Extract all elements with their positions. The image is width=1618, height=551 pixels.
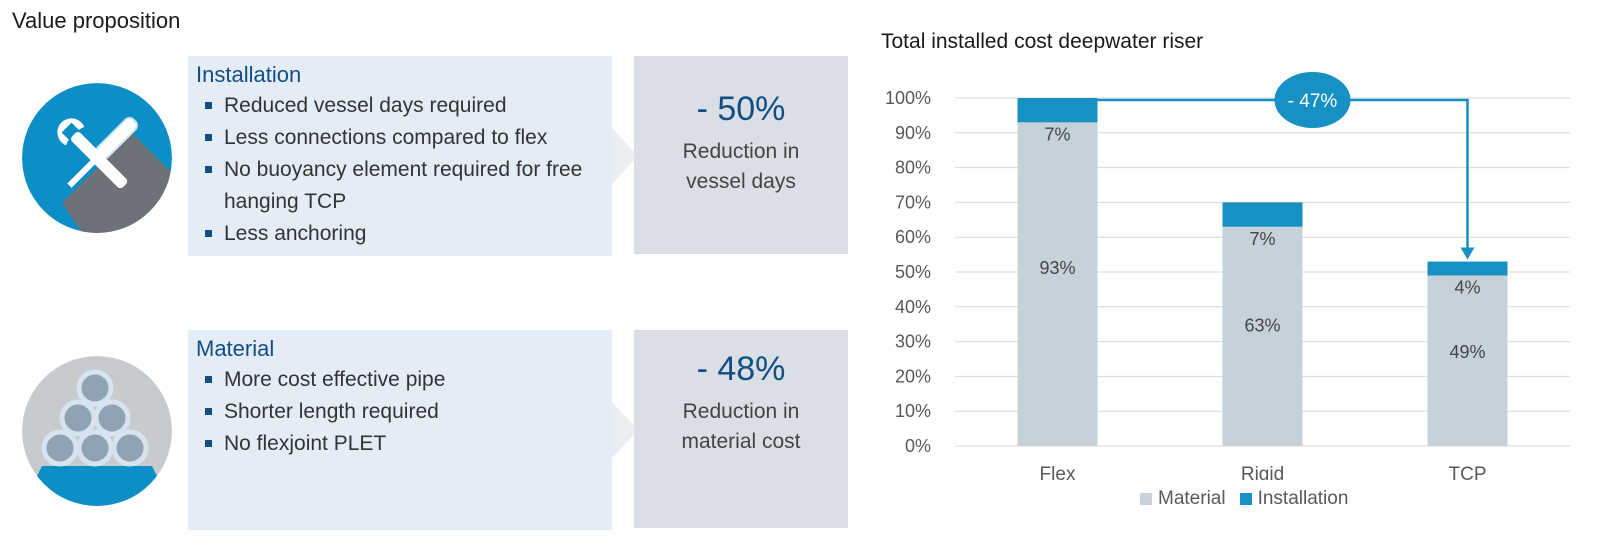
bar-installation-flex (1017, 98, 1098, 123)
legend-swatch-installation (1239, 493, 1252, 505)
data-label: 7% (1249, 229, 1275, 249)
bullet-item: Reduced vessel days required (196, 90, 612, 122)
legend-item-installation: Installation (1239, 488, 1349, 510)
bullet-item: Less connections compared to flex (196, 122, 612, 154)
y-tick-label: 0% (905, 436, 931, 456)
installation-bullets: Reduced vessel days required Less connec… (196, 90, 612, 250)
annotation-bubble (1274, 72, 1351, 128)
pipe-stack-icon (22, 356, 172, 506)
material-metric-label-1: Reduction in (682, 400, 800, 423)
page-title: Value proposition (12, 8, 181, 33)
annotation-arrowhead (1460, 247, 1475, 260)
y-tick-label: 70% (895, 192, 931, 212)
bar-material-flex (1017, 122, 1098, 447)
y-tick-label: 40% (895, 297, 931, 317)
bullet-item: More cost effective pipe (196, 364, 612, 396)
chevron-right-icon (612, 402, 638, 458)
annotation-label: - 47% (1288, 91, 1338, 112)
y-tick-label: 50% (895, 262, 931, 282)
wrench-screwdriver-icon (22, 83, 172, 233)
data-label: 63% (1244, 315, 1280, 335)
x-tick-label: TCP (1449, 464, 1487, 480)
bar-material-tcp (1427, 275, 1508, 446)
chevron-right-icon (612, 128, 638, 184)
installation-metric-label-1: Reduction in (682, 140, 800, 163)
chart-title: Total installed cost deepwater riser (881, 30, 1204, 53)
y-tick-label: 80% (895, 158, 931, 178)
bar-material-rigid (1222, 226, 1303, 446)
chart-legend: Material Installation (1140, 488, 1348, 510)
bullet-item: No buoyancy element required for free ha… (196, 154, 612, 218)
y-tick-label: 10% (895, 401, 931, 421)
material-title: Material (196, 336, 275, 361)
material-panel: Material More cost effective pipe Shorte… (188, 330, 612, 530)
installation-metric: - 50% Reduction in vessel days (634, 56, 848, 254)
legend-label-material: Material (1158, 488, 1226, 509)
data-label: 93% (1039, 258, 1075, 278)
x-tick-label: Rigid (1241, 464, 1284, 480)
legend-item-material: Material (1140, 488, 1226, 510)
y-tick-label: 60% (895, 227, 931, 247)
y-tick-label: 100% (885, 88, 931, 108)
bullet-item: Shorter length required (196, 396, 612, 428)
material-metric-label-2: material cost (681, 430, 801, 453)
data-label: 7% (1044, 124, 1070, 144)
installation-metric-label-2: vessel days (686, 170, 796, 193)
data-label: 49% (1449, 342, 1485, 362)
installation-metric-value: - 50% (696, 90, 786, 128)
y-tick-label: 90% (895, 123, 931, 143)
material-bullets: More cost effective pipe Shorter length … (196, 364, 612, 460)
installation-panel: Installation Reduced vessel days require… (188, 56, 612, 256)
stacked-bar-chart: 0% 10% 20% 30% 40% 50% 60% 70% 80% 90% 100% 93% 7% Fl… (885, 72, 1570, 480)
x-tick-label: Flex (1040, 464, 1076, 480)
installation-title: Installation (196, 62, 302, 87)
y-tick-label: 30% (895, 332, 931, 352)
legend-swatch-material (1140, 493, 1152, 505)
bullet-item: Less anchoring (196, 218, 612, 250)
legend-label-installation: Installation (1257, 488, 1349, 509)
material-metric: - 48% Reduction in material cost (634, 330, 848, 528)
y-tick-label: 20% (895, 366, 931, 386)
material-metric-value: - 48% (696, 350, 786, 388)
data-label: 4% (1454, 277, 1480, 297)
annotation-arrow-line (1097, 98, 1469, 254)
bar-installation-rigid (1222, 202, 1303, 227)
bar-installation-tcp (1427, 261, 1508, 276)
bullet-item: No flexjoint PLET (196, 428, 612, 460)
